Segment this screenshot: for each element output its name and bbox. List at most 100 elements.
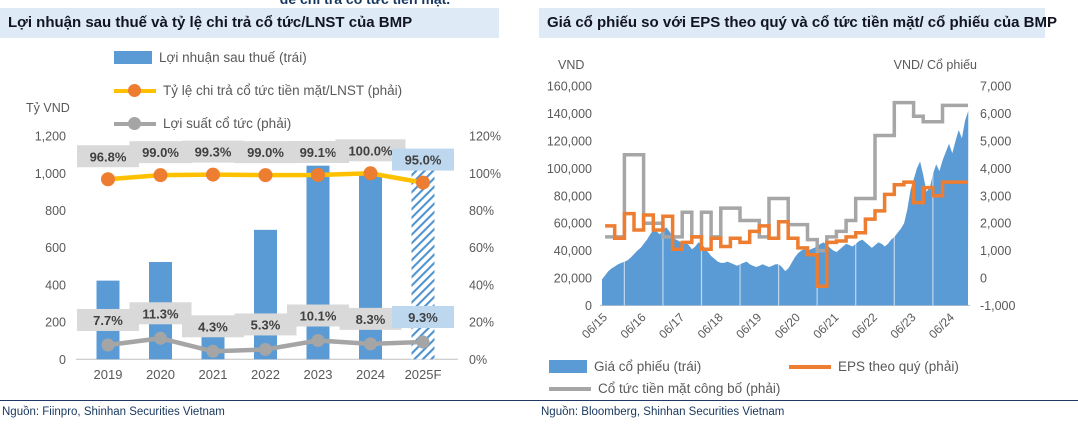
- x-tick-label: 06/15: [579, 310, 610, 341]
- data-label-text: 11.3%: [142, 306, 179, 321]
- profit-bar: [359, 174, 382, 360]
- data-label-box: [182, 315, 244, 338]
- payout-ratio-marker: [416, 175, 430, 190]
- left-y-tick-label: 0: [585, 299, 592, 313]
- legend-item: Lợi nhuận sau thuế (trái): [114, 50, 402, 65]
- left-y-tick-label: 120,000: [547, 135, 592, 149]
- right-y-tick-label: 4,000: [980, 162, 1011, 176]
- legend-marker-dot-icon: [128, 84, 141, 97]
- x-tick-label: 06/22: [849, 310, 880, 341]
- right-chart: 0 20,000 40,000 60,000 80,000 100,000 120,000 1…: [547, 80, 1016, 342]
- stock-price-area: [602, 110, 969, 306]
- right-y-tick-label: 0%: [469, 353, 487, 367]
- x-tick-label: 06/17: [656, 310, 687, 341]
- legend-item: Tỷ lệ chi trả cổ tức tiền mặt/LNST (phải…: [114, 83, 403, 98]
- left-y-tick-label: 600: [45, 241, 66, 255]
- left-y-tick-label: 20,000: [554, 272, 592, 286]
- right-y-tick-label: -1,000: [980, 299, 1015, 313]
- x-tick-label: 06/21: [810, 310, 841, 341]
- dividend-yield-marker: [101, 338, 115, 352]
- dividend-yield-marker: [154, 331, 167, 345]
- payout-ratio-marker: [153, 168, 168, 183]
- x-tick-label: 06/24: [926, 310, 957, 341]
- right-y-tick-label: 80%: [469, 204, 494, 218]
- x-tick-label: 2020: [146, 367, 175, 382]
- legend-label: Lợi nhuận sau thuế (trái): [159, 50, 307, 65]
- x-tick-label: 2023: [304, 367, 333, 382]
- right-y-tick-label: 20%: [469, 316, 494, 330]
- x-tick-label: 2022: [251, 367, 280, 382]
- data-label-box: [287, 304, 349, 327]
- x-tick-label: 2024: [356, 367, 385, 382]
- left-chart-legend: Lợi nhuận sau thuế (trái) Tỷ lệ chi trả c…: [114, 50, 403, 150]
- data-label-box: [339, 307, 402, 330]
- left-chart-axis-unit-label: Tỷ VND: [26, 101, 70, 115]
- data-label-text: 99.0%: [247, 145, 284, 160]
- data-label-text: 100.0%: [348, 143, 393, 158]
- right-y-tick-label: 1,000: [980, 244, 1011, 258]
- data-label-box: [77, 145, 139, 168]
- left-y-tick-label: 400: [45, 278, 66, 292]
- right-chart-title: Giá cổ phiếu so với EPS theo quý và cổ t…: [539, 8, 1057, 38]
- data-label-text: 10.1%: [300, 309, 337, 324]
- payout-ratio-marker: [363, 166, 378, 181]
- right-y-tick-label: 3,000: [980, 189, 1011, 203]
- left-y-tick-label: 160,000: [547, 80, 592, 94]
- x-tick-label: 06/16: [618, 310, 649, 341]
- dividend-yield-marker: [416, 335, 430, 349]
- dividend-yield-marker: [206, 344, 220, 358]
- legend-item: EPS theo quý (phải): [789, 359, 959, 374]
- payout-ratio-marker: [311, 167, 325, 182]
- profit-bar: [254, 229, 277, 360]
- legend-label: Giá cổ phiếu (trái): [594, 359, 702, 374]
- x-tick-label: 06/18: [695, 310, 726, 341]
- legend-label: Lợi suất cổ tức (phải): [163, 116, 292, 131]
- left-y-tick-label: 1,000: [35, 167, 66, 181]
- right-y-tick-label: 100%: [469, 167, 501, 181]
- payout-ratio-marker: [258, 168, 273, 183]
- left-y-tick-label: 80,000: [554, 189, 592, 203]
- left-chart: 0 200 400 600 800 1,000 1,200 0% 20% 40% 60% 80% 100…: [35, 130, 501, 382]
- profit-bar: [411, 164, 435, 360]
- legend-line-swatch-icon: [549, 386, 591, 391]
- left-y-tick-label: 140,000: [547, 107, 592, 121]
- left-y-tick-label: 60,000: [554, 217, 592, 231]
- left-y-tick-label: 800: [45, 204, 66, 218]
- data-label-box: [234, 313, 297, 336]
- legend-bar-swatch-icon: [549, 360, 587, 373]
- data-label-text: 4.3%: [198, 319, 228, 334]
- right-y-tick-label: 6,000: [980, 107, 1011, 121]
- x-tick-label: 06/23: [887, 310, 918, 341]
- payout-ratio-marker: [101, 172, 115, 187]
- x-tick-label: 06/20: [772, 310, 803, 341]
- profit-bar: [306, 165, 330, 360]
- right-chart-right-axis-unit-label: VND/ Cổ phiếu: [893, 58, 977, 72]
- data-label-text: 5.3%: [251, 317, 281, 332]
- x-tick-label: 2025F: [405, 367, 442, 382]
- right-chart-left-axis-unit-label: VND: [558, 58, 585, 72]
- data-label-box: [129, 302, 192, 325]
- right-y-tick-label: 2,000: [980, 217, 1011, 231]
- legend-label: Tỷ lệ chi trả cổ tức tiền mặt/LNST (phải…: [163, 83, 403, 98]
- legend-line-swatch-icon: [114, 117, 156, 130]
- data-label-box: [335, 139, 406, 162]
- data-label-box: [129, 141, 192, 164]
- data-label-text: 99.1%: [300, 145, 337, 160]
- data-label-box: [392, 306, 454, 329]
- right-y-tick-label: 120%: [469, 130, 501, 144]
- divider-line: [0, 400, 1078, 401]
- legend-line-swatch-icon: [789, 364, 831, 369]
- right-y-tick-label: 5,000: [980, 135, 1011, 149]
- left-chart-source: Nguồn: Fiinpro, Shinhan Securities Vietn…: [2, 406, 225, 418]
- x-tick-label: 2019: [94, 367, 123, 382]
- right-chart-legend: Giá cổ phiếu (trái) EPS theo quý (phải) Cổ…: [549, 359, 1049, 404]
- legend-bar-swatch-icon: [114, 51, 152, 64]
- data-label-text: 7.7%: [93, 313, 123, 328]
- data-label-box: [287, 140, 349, 163]
- eps-step-line: [605, 180, 968, 288]
- right-y-tick-label: 40%: [469, 278, 494, 292]
- left-y-tick-label: 1,200: [35, 130, 66, 144]
- legend-item: Cổ tức tiền mặt công bố (phải): [549, 381, 780, 396]
